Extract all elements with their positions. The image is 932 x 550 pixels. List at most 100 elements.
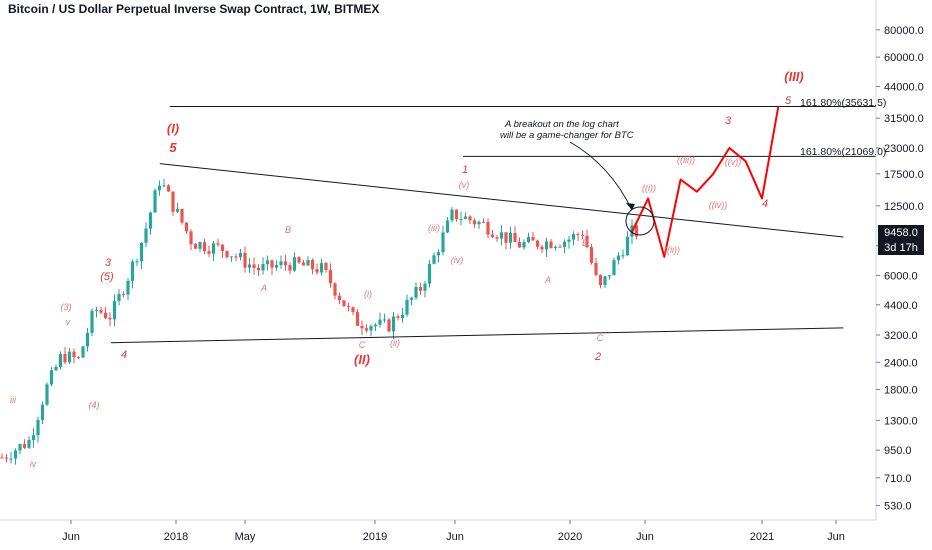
candle-body (423, 283, 427, 291)
candle-body (45, 384, 49, 405)
candle-body (378, 319, 382, 325)
wave-label: ((ii)) (664, 245, 680, 255)
candle-body (193, 244, 198, 249)
candle-body (139, 242, 144, 262)
candle-body (634, 225, 639, 237)
candle-body (391, 316, 396, 332)
chart-title: Bitcoin / US Dollar Perpetual Inverse Sw… (8, 2, 380, 16)
price-tick-label: 2400.0 (884, 357, 918, 369)
wave-label: ((iii)) (677, 155, 695, 165)
candle-body (526, 237, 531, 243)
fib-label-21069: 161.80%(21069.0) (800, 146, 886, 158)
candle-body (270, 260, 274, 268)
breakout-circle (625, 206, 655, 236)
candle-body (513, 233, 517, 242)
time-tick-label: 2019 (363, 531, 387, 543)
candle-body (531, 237, 535, 241)
candle-body (76, 357, 81, 359)
candle-body (454, 209, 459, 220)
candle-body (481, 221, 486, 223)
candle-body (364, 328, 369, 331)
candle-body (67, 351, 72, 363)
candle-body (328, 269, 333, 284)
candle-body (229, 256, 234, 258)
wave-label: B (285, 225, 291, 235)
candle-body (49, 370, 54, 385)
candle-body (468, 216, 472, 221)
candle-body (427, 263, 432, 284)
wave-label: 4 (762, 198, 768, 210)
candle-body (535, 240, 540, 247)
time-tick-label: Jun (446, 531, 464, 543)
wave-label: 4 (121, 349, 127, 361)
candle-body (553, 246, 558, 249)
wave-label: ((i)) (642, 183, 656, 193)
candle-body (324, 263, 328, 270)
candle-body (265, 260, 270, 265)
candle-body (180, 208, 184, 223)
candle-body (441, 232, 445, 253)
candle-body (274, 265, 279, 268)
price-tick-label: 710.0 (884, 473, 912, 485)
candle-body (342, 300, 346, 307)
trend-lines (110, 105, 876, 344)
candle-body (292, 257, 297, 271)
candle-body (351, 307, 355, 313)
candle-body (459, 218, 463, 220)
candle-body (121, 293, 126, 295)
candle-body (256, 267, 261, 271)
wave-label: 5 (169, 140, 177, 155)
price-tick-label: 31500.0 (884, 113, 924, 125)
wave-labels: (I) 5 (II) (III) 1 2 3 4 5 3 (5) (3) v 4 (4) iii iv A B C A B… (10, 69, 804, 469)
candle-body (175, 208, 180, 212)
candle-body (90, 310, 94, 333)
candle-body (297, 257, 301, 263)
candle-body (207, 251, 211, 254)
wave-label: C (597, 333, 604, 343)
candle-body (157, 185, 162, 191)
candle-body (135, 261, 139, 263)
wave-label: (5) (100, 271, 114, 283)
note-line-2: will be a game-changer for BTC (500, 130, 634, 141)
wave-label: iii (10, 395, 17, 405)
candle-body (319, 263, 324, 273)
candle-body (4, 457, 9, 459)
candle-body (310, 259, 315, 270)
note-arrow (569, 141, 633, 211)
candle-body (369, 326, 373, 331)
candle-body (27, 440, 31, 448)
candle-body (472, 220, 477, 225)
time-tick-label: May (235, 531, 256, 543)
candle-body (576, 234, 580, 236)
candle-body (283, 261, 288, 266)
candle-body (234, 256, 238, 258)
time-tick-label: Jun (827, 531, 845, 543)
candle-body (517, 241, 522, 248)
candle-body (184, 222, 189, 232)
candle-body (544, 241, 549, 250)
candle-body (279, 261, 283, 266)
price-tick-label: 12500.0 (884, 201, 924, 213)
candle-body (355, 312, 360, 326)
candle-body (580, 234, 585, 236)
candle-body (9, 458, 13, 460)
candle-body (315, 269, 319, 273)
candle-body (571, 234, 576, 240)
time-tick-label: Jun (62, 531, 80, 543)
wave-label: 5 (785, 95, 792, 107)
candlestick-series (0, 178, 639, 465)
candle-body (166, 185, 171, 192)
candle-body (103, 312, 108, 318)
lower-trendline (110, 327, 844, 344)
note-arrowhead (626, 203, 635, 210)
time-tick-label: 2018 (164, 531, 188, 543)
candle-body (243, 252, 247, 268)
candle-body (360, 325, 364, 329)
candle-body (117, 293, 121, 302)
price-tick-label: 44000.0 (884, 81, 924, 93)
candle-body (499, 232, 504, 239)
wave-label: (4) (89, 400, 100, 410)
candle-body (382, 319, 387, 321)
candle-body (108, 317, 112, 320)
